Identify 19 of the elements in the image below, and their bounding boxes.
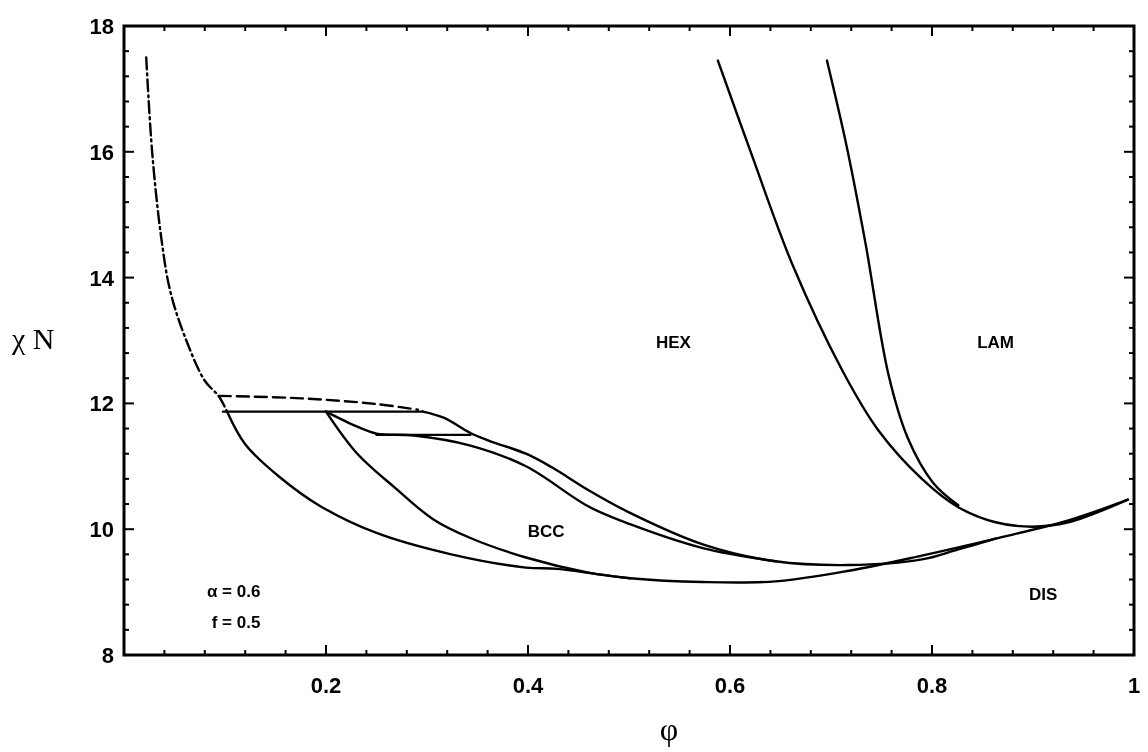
annotation: DIS — [1028, 584, 1058, 604]
annotation: BCC — [527, 522, 565, 542]
y-tick-label: 12 — [89, 391, 114, 417]
x-tick-label: 0.4 — [512, 673, 545, 698]
y-axis-title: χ N — [11, 321, 55, 355]
y-tick-label: 8 — [101, 643, 114, 668]
annotation: f = 0.5 — [211, 613, 261, 633]
annotation: α = 0.6 — [206, 581, 261, 601]
x-tick-label: 0.6 — [714, 673, 746, 698]
y-tick-label: 14 — [89, 265, 115, 291]
y-tick-label: 18 — [89, 14, 114, 39]
annotation: HEX — [655, 332, 692, 352]
y-tick-label: 10 — [89, 517, 114, 543]
annotation: LAM — [977, 332, 1015, 352]
x-tick-label: 0.8 — [916, 673, 948, 698]
x-axis-title: φ — [659, 711, 679, 747]
x-tick-label: 0.2 — [310, 673, 342, 698]
y-tick-label: 16 — [89, 139, 114, 165]
x-tick-label: 1 — [1127, 673, 1141, 698]
